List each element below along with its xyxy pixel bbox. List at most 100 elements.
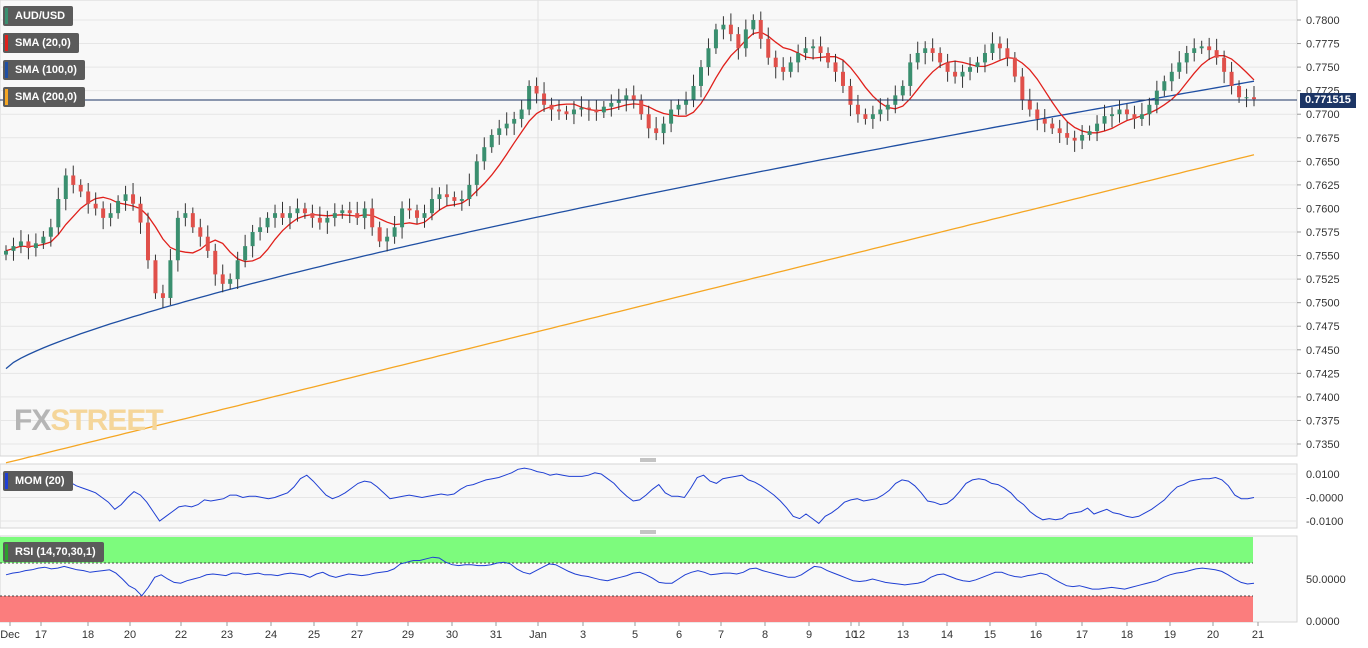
- candle: [138, 196, 143, 234]
- candle: [811, 39, 816, 60]
- candle: [1042, 109, 1047, 133]
- y-tick-label: 0.7800: [1306, 15, 1340, 27]
- x-tick-label: 30: [446, 629, 458, 641]
- candle: [489, 129, 494, 153]
- sma-20-line: [5, 31, 1255, 263]
- candle: [1057, 119, 1062, 143]
- pane-resize-handle[interactable]: [640, 530, 656, 534]
- candle: [437, 187, 442, 211]
- x-tick-label: 29: [402, 629, 414, 641]
- y-tick-label: 0.7425: [1306, 368, 1340, 380]
- candle: [332, 203, 337, 227]
- legend-audusd[interactable]: AUD/USD: [3, 6, 74, 26]
- x-tick-label: 6: [676, 629, 682, 641]
- x-tick-label: 14: [941, 629, 953, 641]
- candle: [542, 82, 547, 112]
- candle: [1199, 40, 1204, 54]
- x-tick-label: 25: [308, 629, 320, 641]
- candle: [848, 78, 853, 117]
- legend-sma-200[interactable]: SMA (200,0): [3, 87, 85, 107]
- x-tick-label: 18: [82, 629, 94, 641]
- candle: [781, 57, 786, 81]
- y-tick-label: 0.7450: [1306, 345, 1340, 357]
- y-tick-label: 0.7350: [1306, 439, 1340, 451]
- candle: [870, 105, 875, 129]
- candle: [1162, 75, 1167, 97]
- candle: [736, 27, 741, 60]
- legend-label: SMA (20,0): [15, 37, 71, 49]
- y-tick-label: 0.7550: [1306, 251, 1340, 263]
- x-tick-label: 23: [221, 629, 233, 641]
- candle: [63, 168, 68, 211]
- candle: [1072, 130, 1077, 152]
- candle: [773, 50, 778, 79]
- legend-label: MOM (20): [15, 475, 65, 487]
- candle: [325, 210, 330, 234]
- candle: [549, 97, 554, 121]
- candle: [93, 192, 98, 216]
- candle: [228, 273, 233, 290]
- candle: [347, 201, 352, 224]
- candle: [728, 13, 733, 42]
- candle: [512, 111, 517, 135]
- momentum-tick-label: -0.0100: [1306, 516, 1343, 528]
- y-tick-label: 0.7650: [1306, 156, 1340, 168]
- candle: [564, 105, 569, 120]
- momentum-grid: [0, 473, 1297, 522]
- candle: [400, 201, 405, 239]
- candle: [497, 119, 502, 145]
- candle: [1184, 45, 1189, 74]
- candle: [1020, 68, 1025, 110]
- candles: [4, 11, 1256, 308]
- candle: [265, 212, 270, 233]
- candle: [205, 225, 210, 258]
- candle: [220, 264, 225, 293]
- x-tick-label: 17: [35, 629, 47, 641]
- candle: [938, 47, 943, 69]
- candle: [153, 254, 158, 299]
- candle: [930, 38, 935, 62]
- pane-resize-handle[interactable]: [640, 458, 656, 462]
- candle: [1154, 80, 1159, 114]
- candle: [968, 57, 973, 81]
- legend-swatch: [5, 8, 8, 24]
- candle: [534, 77, 539, 104]
- candle: [377, 221, 382, 248]
- candle: [743, 19, 748, 57]
- rsi-oversold-zone: [0, 596, 1253, 622]
- candle: [639, 94, 644, 120]
- candle: [684, 91, 689, 115]
- legend-sma-100[interactable]: SMA (100,0): [3, 60, 85, 80]
- sma-200-path: [5, 154, 1255, 464]
- candle: [422, 204, 427, 228]
- candle: [18, 230, 23, 254]
- candle: [243, 234, 248, 268]
- momentum-panel: [0, 463, 1298, 529]
- candle: [1080, 125, 1085, 150]
- candle: [504, 112, 509, 136]
- candle: [975, 56, 980, 73]
- sma-100-path: [5, 80, 1255, 370]
- candle: [1050, 117, 1055, 135]
- legend-sma-20[interactable]: SMA (20,0): [3, 33, 79, 53]
- legend-rsi[interactable]: RSI (14,70,30,1): [3, 542, 104, 562]
- rsi-tick-label: 0.0000: [1306, 616, 1340, 628]
- x-tick-label: 7: [718, 629, 724, 641]
- y-tick-label: 0.7775: [1306, 39, 1340, 51]
- candle: [571, 101, 576, 125]
- candle: [11, 237, 16, 261]
- candle: [415, 204, 420, 224]
- x-tick-label: 16: [1030, 629, 1042, 641]
- fxstreet-watermark-logo: FXSTREET: [14, 404, 164, 437]
- candle: [586, 100, 591, 121]
- x-tick-label: 8: [762, 629, 768, 641]
- candle: [669, 99, 674, 133]
- candle: [1124, 103, 1129, 120]
- candle: [1214, 38, 1219, 65]
- candle: [310, 204, 315, 228]
- legend-momentum[interactable]: MOM (20): [3, 471, 73, 491]
- candle: [26, 234, 31, 260]
- legend-swatch: [5, 473, 8, 489]
- candle: [1110, 107, 1115, 128]
